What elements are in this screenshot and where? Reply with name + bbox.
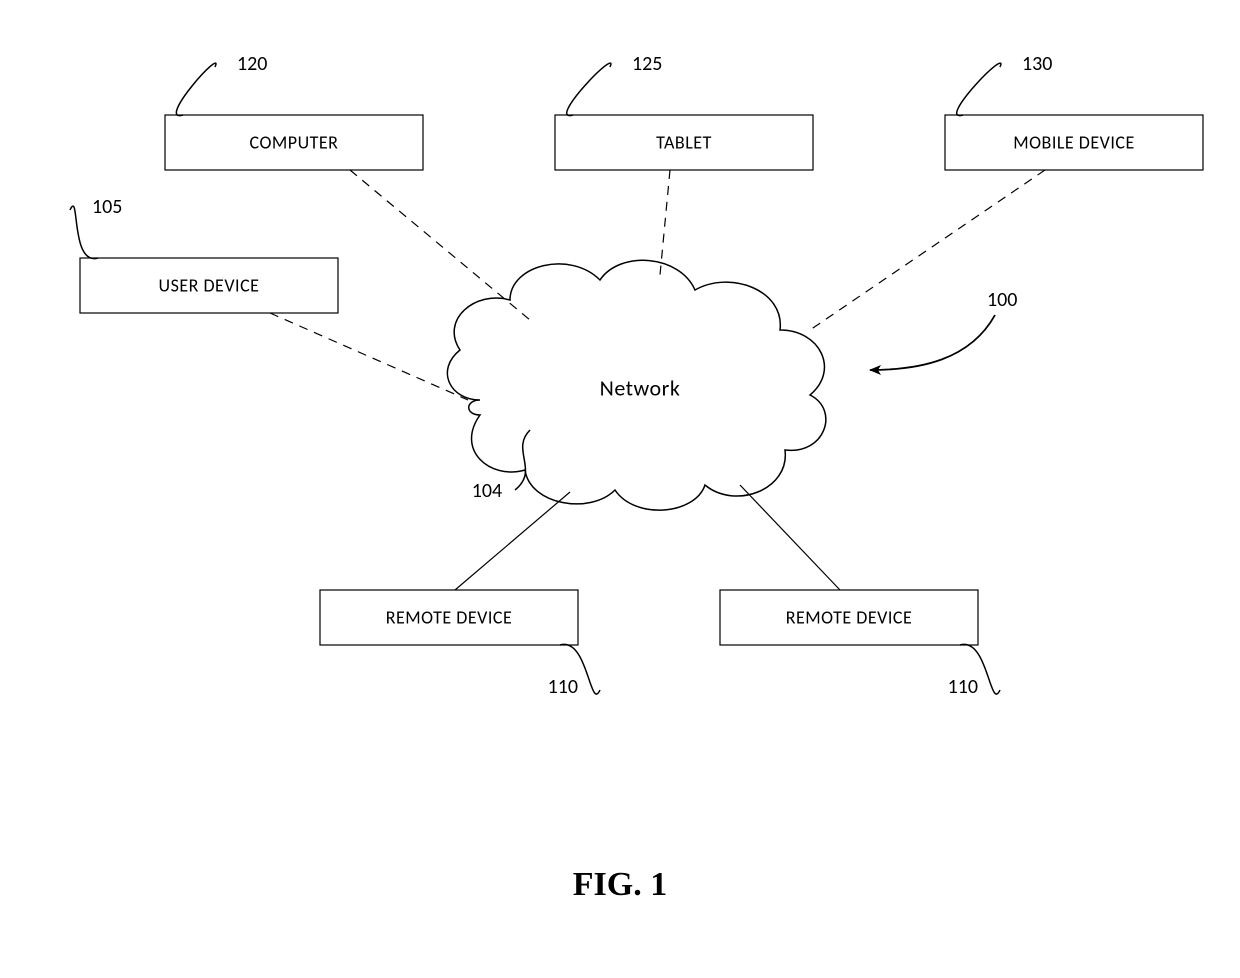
connector-remote1 xyxy=(455,492,570,590)
box-tablet-label: TABLET xyxy=(656,132,712,154)
box-remote1-label: REMOTE DEVICE xyxy=(386,607,513,629)
ref-100-lead: 100 xyxy=(870,288,1017,370)
box-user_device: USER DEVICE 105 xyxy=(70,195,338,313)
ref-lead-mobile xyxy=(957,63,1001,116)
connector-user_device xyxy=(270,313,468,400)
box-mobile: MOBILE DEVICE 130 xyxy=(945,52,1203,170)
box-user_device-label: USER DEVICE xyxy=(159,275,260,297)
ref-100-label: 100 xyxy=(987,288,1017,312)
ref-user_device-label: 105 xyxy=(92,195,122,219)
connector-remote2 xyxy=(740,485,840,590)
box-mobile-label: MOBILE DEVICE xyxy=(1013,132,1135,154)
box-remote1: REMOTE DEVICE 110 xyxy=(320,590,600,699)
ref-104-label: 104 xyxy=(472,479,502,503)
ref-computer-label: 120 xyxy=(237,52,267,76)
ref-lead-computer xyxy=(176,63,216,116)
ref-remote2-label: 110 xyxy=(948,675,978,699)
network-cloud-label: Network xyxy=(600,374,681,401)
connector-computer xyxy=(350,170,530,320)
ref-remote1-label: 110 xyxy=(548,675,578,699)
box-computer: COMPUTER 120 xyxy=(165,52,423,170)
box-computer-label: COMPUTER xyxy=(250,132,339,154)
connector-tablet xyxy=(660,170,670,275)
ref-lead-tablet xyxy=(567,63,611,116)
box-remote2-label: REMOTE DEVICE xyxy=(786,607,913,629)
ref-tablet-label: 125 xyxy=(632,52,662,76)
box-tablet: TABLET 125 xyxy=(555,52,813,170)
figure-caption: FIG. 1 xyxy=(573,866,667,903)
ref-mobile-label: 130 xyxy=(1022,52,1052,76)
box-remote2: REMOTE DEVICE 110 xyxy=(720,590,1000,699)
patent-network-diagram: Network 104 100 COMPUTER 120 TABLET 125 MOBI… xyxy=(0,0,1240,978)
